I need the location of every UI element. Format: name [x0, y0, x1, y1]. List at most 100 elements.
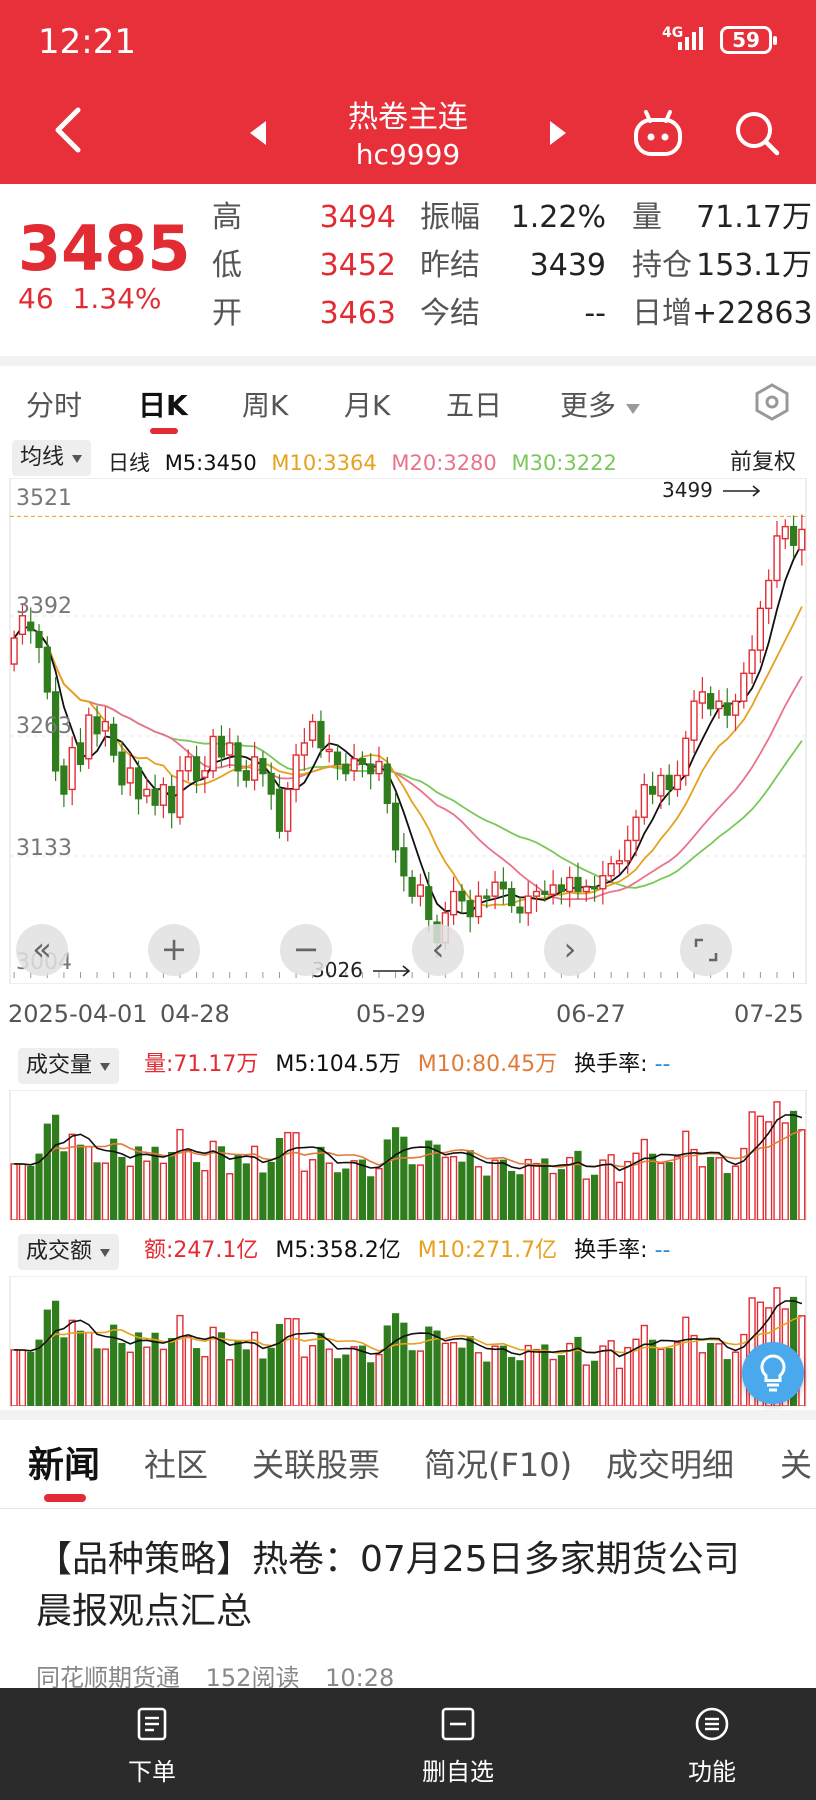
scroll-right-button[interactable]: ›: [544, 924, 596, 976]
volume-bar: [217, 1146, 226, 1220]
candle-body: [590, 886, 599, 890]
nav-functions-label: 功能: [688, 1758, 736, 1786]
tab-more[interactable]: 更多: [560, 384, 641, 424]
search-icon[interactable]: [732, 108, 782, 158]
tab-related-stocks[interactable]: 关联股票: [252, 1446, 381, 1484]
tab-trade-details[interactable]: 成交明细: [606, 1446, 735, 1484]
volume-bar: [715, 1343, 723, 1406]
volume-turnover-value: --: [654, 1052, 671, 1077]
volume-bar: [640, 1138, 648, 1220]
zoom-in-button[interactable]: +: [148, 924, 200, 976]
candle-body: [242, 770, 250, 781]
volume-bar: [226, 1359, 234, 1406]
volume-bar: [350, 1346, 358, 1406]
volume-bar: [707, 1342, 715, 1406]
volume-bar: [358, 1159, 366, 1220]
volume-selector-label: 成交量: [26, 1053, 93, 1078]
ma-selector-label: 均线: [20, 445, 65, 470]
candle-body: [400, 847, 408, 877]
candle-body: [350, 758, 358, 772]
smart-tips-button[interactable]: [742, 1342, 804, 1404]
volume-bar: [151, 1146, 159, 1220]
collapse-left-button[interactable]: «: [16, 924, 68, 976]
candle-body: [715, 700, 723, 710]
previous-contract-icon[interactable]: [246, 118, 270, 148]
volume-bar: [541, 1344, 549, 1406]
tab-five-day[interactable]: 五日: [446, 389, 503, 422]
tab-more-news[interactable]: 关: [780, 1446, 813, 1484]
volume-bar: [275, 1323, 284, 1406]
price-axis-label: 3392: [16, 594, 72, 619]
network-indicator: 4G: [662, 26, 703, 50]
volume-m5: M5:104.5万: [275, 1052, 401, 1077]
adjust-mode[interactable]: 前复权: [730, 450, 797, 475]
scroll-left-button[interactable]: ‹: [412, 924, 464, 976]
candle-body: [333, 751, 342, 766]
candle-body: [425, 886, 433, 921]
ma20-line: [13, 625, 803, 901]
amount-selector[interactable]: 成交额: [18, 1234, 120, 1270]
candle-body: [649, 785, 657, 795]
candle-body: [640, 784, 648, 818]
tab-daily-k[interactable]: 日K: [138, 389, 188, 422]
ma-selector[interactable]: 均线: [12, 440, 92, 476]
volume-bar: [541, 1158, 549, 1220]
robot-assistant-icon[interactable]: [630, 108, 686, 158]
ma5-line: [13, 543, 803, 915]
volume-bar: [60, 1151, 68, 1220]
news-headline[interactable]: 【品种策略】热卷：07月25日多家期货公司晨报观点汇总: [36, 1539, 740, 1632]
nav-remove-watchlist[interactable]: 删自选: [378, 1688, 538, 1787]
volume-bar: [292, 1318, 300, 1406]
tab-profile-f10[interactable]: 简况(F10): [424, 1446, 573, 1484]
tab-monthly-k[interactable]: 月K: [344, 389, 391, 422]
volume-selector[interactable]: 成交量: [18, 1048, 120, 1084]
open-value: 3463: [319, 296, 396, 331]
tab-intraday[interactable]: 分时: [26, 389, 83, 422]
candle-body: [325, 748, 333, 753]
volume-bar: [209, 1140, 217, 1220]
nav-order[interactable]: 下单: [72, 1688, 232, 1787]
volume-bar: [624, 1346, 632, 1406]
nav-remove-watchlist-label: 删自选: [422, 1758, 494, 1786]
volume-bar: [441, 1156, 449, 1220]
high-value: 3494: [319, 200, 396, 235]
amplitude-label: 振幅: [420, 200, 480, 235]
volume-bar: [557, 1355, 565, 1406]
candle-body: [217, 735, 226, 758]
volume-bar: [325, 1162, 333, 1220]
volume-bar: [615, 1181, 624, 1220]
volume-bar: [85, 1145, 93, 1220]
fullscreen-button[interactable]: [680, 924, 732, 976]
amount-legend: 额:247.1亿 M5:358.2亿 M10:271.7亿 换手率: --: [144, 1234, 670, 1268]
tab-weekly-k[interactable]: 周K: [242, 389, 289, 422]
volume-bar: [433, 1144, 441, 1220]
volume-bar: [483, 1361, 491, 1406]
open-interest-value: 153.1万: [696, 248, 812, 283]
next-contract-icon[interactable]: [546, 118, 570, 148]
tab-news[interactable]: 新闻: [28, 1445, 101, 1486]
chart-settings-icon[interactable]: [752, 382, 792, 422]
volume-bar: [251, 1145, 259, 1220]
candle-body: [60, 765, 68, 795]
header-bar: 12:21 4G 59 热卷主连 hc9999: [0, 0, 816, 184]
volume-bar: [640, 1324, 648, 1406]
volume-bar: [18, 1163, 27, 1220]
news-meta: 同花顺期货通 152阅读 10:28: [36, 1658, 394, 1693]
volume-bar: [416, 1164, 425, 1220]
nav-functions[interactable]: 功能: [632, 1688, 792, 1787]
volume-bar: [707, 1156, 715, 1220]
zoom-out-button[interactable]: −: [280, 924, 332, 976]
volume-bar: [333, 1172, 342, 1220]
candle-body: [632, 816, 640, 842]
volume-bar: [300, 1356, 308, 1406]
back-arrow-icon[interactable]: [50, 104, 86, 156]
volume-bar: [309, 1345, 317, 1406]
amount-chart: [9, 1276, 807, 1406]
candle-body: [773, 535, 781, 582]
tab-community[interactable]: 社区: [144, 1446, 209, 1484]
volume-bar: [582, 1364, 590, 1406]
candlestick-chart[interactable]: [0, 478, 816, 984]
candle-body: [110, 723, 118, 756]
volume-bar: [499, 1345, 507, 1406]
volume-bar: [566, 1342, 574, 1406]
